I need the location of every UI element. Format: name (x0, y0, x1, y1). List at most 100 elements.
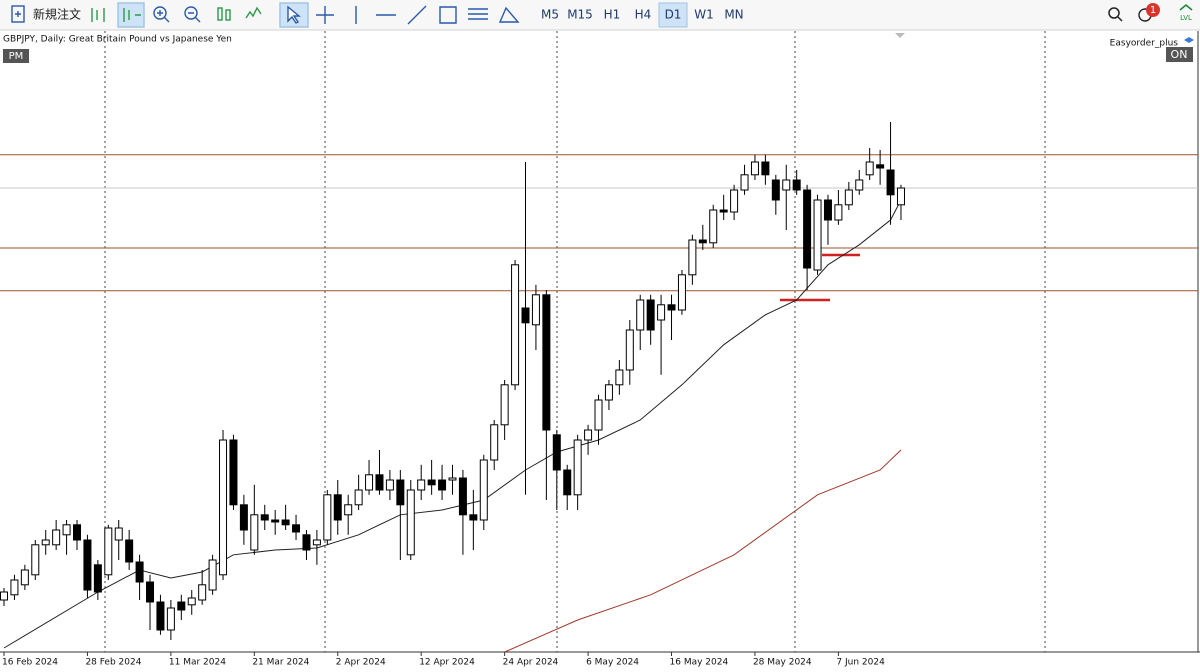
candle-body (417, 479, 426, 491)
candle-body (114, 527, 123, 541)
candle-body (208, 559, 217, 591)
candle-body (761, 161, 770, 176)
candle-body (657, 304, 666, 321)
candle-body (667, 304, 676, 311)
timeframe-button[interactable]: H4 (635, 8, 652, 22)
candle-body (521, 307, 530, 324)
candle-body (823, 199, 832, 221)
candle-body (448, 477, 457, 481)
candle-body (542, 294, 551, 431)
period-separators (104, 31, 1046, 652)
candle-body (688, 239, 697, 276)
candle-body (406, 489, 415, 556)
candle-body (125, 539, 134, 563)
timeframe-button[interactable]: M15 (567, 8, 593, 22)
candle-body (385, 479, 394, 491)
candle-body (896, 187, 905, 206)
x-tick-label: 11 Mar 2024 (169, 658, 226, 668)
candle-body (646, 299, 655, 331)
candle-body (396, 479, 405, 506)
candle-body (292, 524, 301, 533)
candle-body (41, 539, 50, 546)
candle-body (573, 439, 582, 496)
candle-body (584, 429, 593, 441)
candle-body (855, 179, 864, 191)
candle-body (844, 189, 853, 206)
candle-body (20, 569, 29, 586)
candle-body (834, 204, 843, 221)
candle-body (792, 179, 801, 191)
candle-body (636, 299, 645, 331)
candle-body (677, 274, 686, 311)
timeframe-button[interactable]: M5 (541, 8, 559, 22)
candle-body (552, 434, 561, 471)
candle-body (52, 529, 61, 546)
timeframe-button[interactable]: D1 (665, 8, 682, 22)
candle-body (511, 264, 520, 386)
toolbar (0, 0, 1200, 30)
candle-body (177, 601, 186, 611)
toolbar-icons[interactable] (91, 2, 520, 28)
candle-body (865, 161, 874, 176)
candle-body (135, 561, 144, 583)
candle-body (719, 209, 728, 213)
x-tick-label: 28 May 2024 (753, 658, 812, 668)
candle-body (500, 384, 509, 426)
candle-body (312, 539, 321, 546)
candle-body (260, 514, 269, 521)
candle-body (73, 524, 82, 541)
lvl-label: LVL (1180, 14, 1192, 22)
x-tick-label: 2 Apr 2024 (336, 658, 386, 668)
lvl-button[interactable]: LVL (1179, 3, 1193, 22)
x-tick-label: 7 Jun 2024 (836, 658, 885, 668)
candle-body (438, 479, 447, 491)
candle-body (876, 164, 885, 169)
candle-body (469, 514, 478, 521)
candle-body (344, 504, 353, 516)
timeframe-button[interactable]: H1 (604, 8, 621, 22)
x-tick-label: 21 Mar 2024 (252, 658, 309, 668)
chart-header: GBPJPY, Daily: Great Britain Pound vs Ja… (3, 35, 232, 45)
x-tick-label: 6 May 2024 (586, 658, 639, 668)
candle-body (531, 294, 540, 326)
new-order-label: 新規注文 (33, 7, 81, 22)
search-button[interactable] (1108, 7, 1123, 22)
candle-body (709, 209, 718, 244)
candle-body (10, 579, 19, 596)
x-tick-label: 28 Feb 2024 (85, 658, 141, 668)
candle-body (83, 539, 92, 591)
candle-body (271, 519, 280, 523)
candle-body (323, 494, 332, 541)
candle-body (803, 189, 812, 269)
timeframe-button[interactable]: W1 (694, 8, 714, 22)
candle-body (771, 179, 780, 201)
ea-status: ON (1171, 48, 1188, 61)
candle-body (333, 494, 342, 521)
notification-count: 1 (1150, 5, 1156, 16)
notifications-button[interactable]: 1 (1138, 3, 1160, 22)
candle-body (740, 174, 749, 191)
candle-body (615, 369, 624, 386)
candle-body (219, 439, 228, 576)
candle-body (239, 504, 248, 531)
candle-body (281, 519, 290, 526)
candle-body (750, 161, 759, 176)
candle-body (782, 179, 791, 191)
candle-body (490, 424, 499, 461)
new-order-button[interactable]: 新規注文 (11, 5, 81, 23)
candle-body (813, 199, 822, 271)
candle-body (604, 384, 613, 401)
candle-body (104, 527, 113, 576)
x-tick-label: 16 May 2024 (670, 658, 729, 668)
candle-body (625, 329, 634, 371)
candle-body (166, 607, 175, 631)
timeframe-button[interactable]: MN (724, 8, 743, 22)
ea-name: Easyorder_plus (1110, 39, 1179, 49)
candle-body (365, 474, 374, 491)
candle-body (187, 597, 196, 606)
candle-body (0, 591, 8, 601)
candle-body (250, 514, 259, 551)
x-tick-label: 16 Feb 2024 (2, 658, 58, 668)
